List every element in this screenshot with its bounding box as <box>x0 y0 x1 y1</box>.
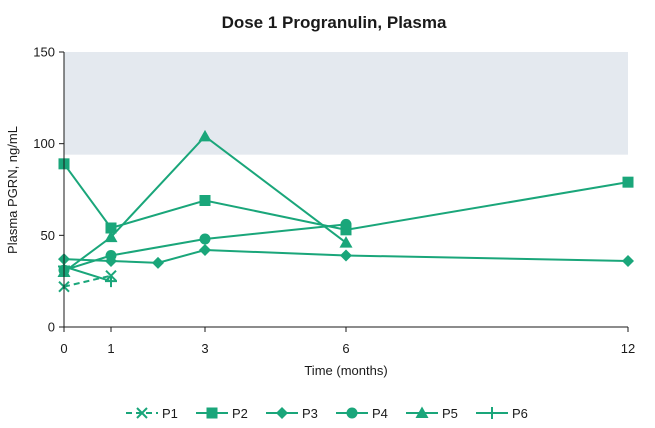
legend-marker-circle <box>346 407 358 419</box>
data-point-p3 <box>199 244 211 256</box>
x-tick-label: 1 <box>107 341 114 356</box>
y-tick-label: 50 <box>41 228 55 243</box>
legend-label: P6 <box>512 406 528 421</box>
y-tick-label: 0 <box>48 320 55 335</box>
data-point-p3 <box>152 256 164 269</box>
data-point-p4 <box>340 218 352 230</box>
x-tick-label: 0 <box>60 341 67 356</box>
reference-band <box>64 52 628 155</box>
data-point-p5 <box>104 230 118 243</box>
y-tick-label: 100 <box>33 136 55 151</box>
legend-label: P4 <box>372 406 388 421</box>
data-point-p3 <box>340 249 352 262</box>
data-point-p6 <box>105 275 117 288</box>
y-axis-label: Plasma PGRN, ng/mL <box>5 126 20 254</box>
data-point-p5 <box>339 236 353 248</box>
legend-item-p5: P5 <box>406 406 458 421</box>
legend-item-p4: P4 <box>336 406 388 421</box>
legend-label: P5 <box>442 406 458 421</box>
x-tick-label: 6 <box>342 341 349 356</box>
legend-marker-plus <box>486 407 498 419</box>
series-layer <box>57 129 634 293</box>
data-point-p2 <box>199 195 211 206</box>
data-point-p3 <box>622 255 634 267</box>
x-tick-label: 3 <box>201 341 208 356</box>
series-p3 <box>58 244 634 269</box>
legend-marker-triangle <box>415 406 429 418</box>
chart-title: Dose 1 Progranulin, Plasma <box>222 13 447 32</box>
legend: P1 P2 P3 P4 P5 P6 <box>126 406 528 421</box>
legend-label: P2 <box>232 406 248 421</box>
y-tick-label: 150 <box>33 45 55 60</box>
legend-label: P3 <box>302 406 318 421</box>
ticks-layer: 0 50 100 150 0 1 3 6 12 <box>33 45 635 357</box>
data-point-p4 <box>105 250 117 261</box>
x-axis-label: Time (months) <box>304 363 387 378</box>
data-point-p2 <box>622 176 634 188</box>
legend-label: P1 <box>162 406 178 421</box>
x-tick-label: 12 <box>621 341 635 356</box>
series-line-p1 <box>63 274 112 288</box>
legend-marker-x <box>136 407 148 419</box>
data-point-p4 <box>199 233 211 245</box>
series-line-p4 <box>63 223 347 272</box>
data-point-p5 <box>198 129 212 142</box>
legend-item-p1: P1 <box>126 406 178 421</box>
legend-marker-square <box>206 407 218 419</box>
legend-item-p3: P3 <box>266 406 318 421</box>
series-line-p3 <box>63 248 629 264</box>
series-line-p5 <box>63 134 347 273</box>
series-line-p6 <box>63 265 112 283</box>
data-point-p2 <box>105 222 117 234</box>
legend-item-p6: P6 <box>476 406 528 421</box>
legend-marker-diamond <box>276 407 288 419</box>
legend-item-p2: P2 <box>196 406 248 421</box>
